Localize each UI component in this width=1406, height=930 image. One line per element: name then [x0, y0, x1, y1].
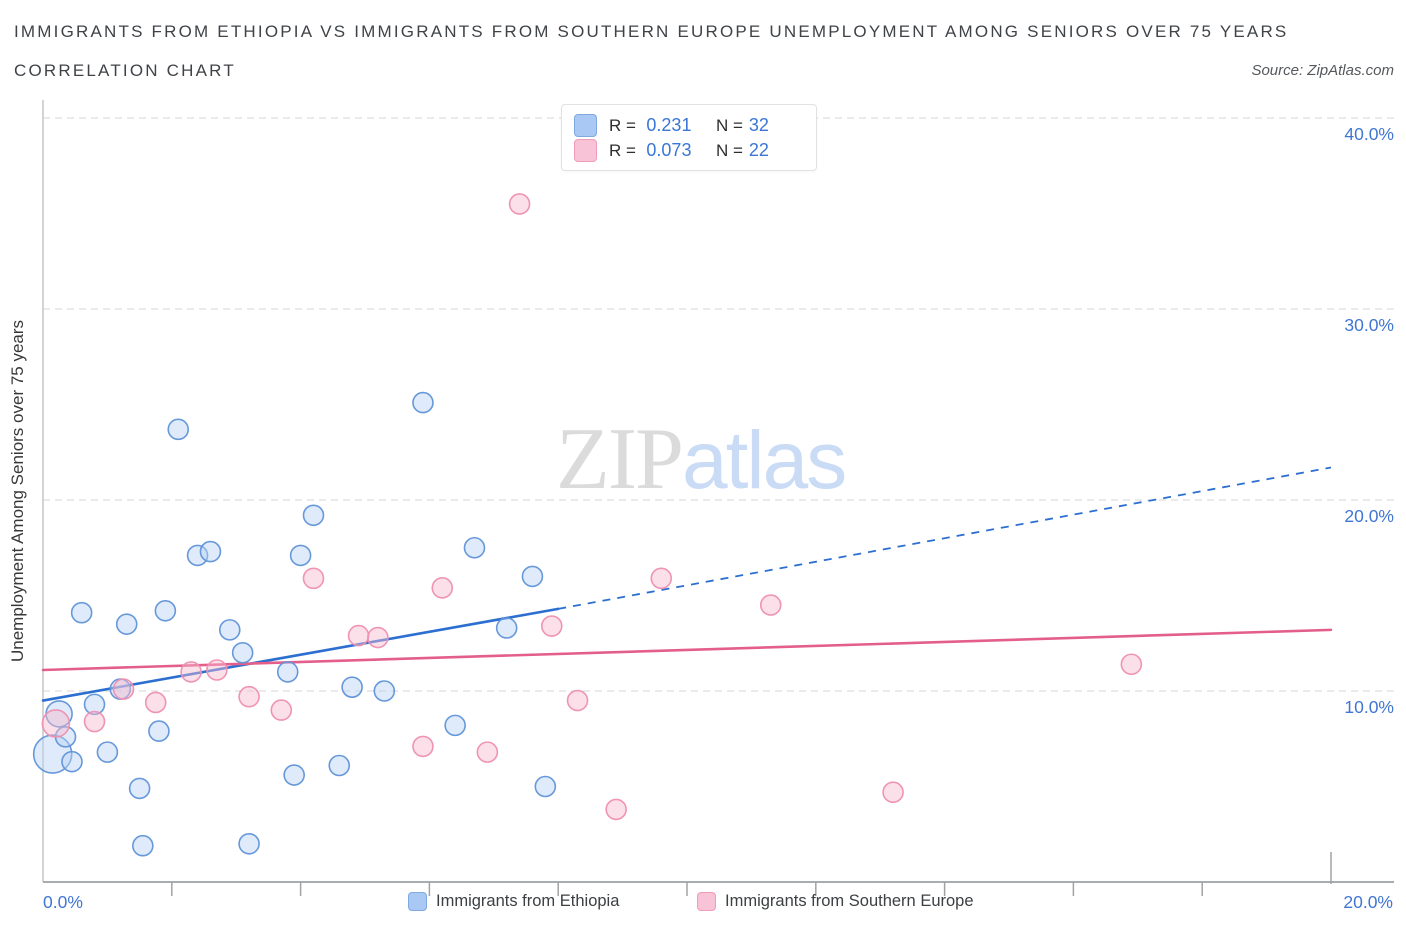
scatter-point-southern-europe — [347, 624, 370, 647]
legend-item-southern-europe: Immigrants from Southern Europe — [697, 892, 974, 911]
r-label: R = — [609, 140, 636, 160]
scatter-point-ethiopia — [495, 617, 518, 639]
y-axis-tick-label: 20.0% — [1344, 506, 1394, 526]
legend-label-ethiopia: Immigrants from Ethiopia — [436, 892, 620, 910]
scatter-point-southern-europe — [759, 594, 782, 616]
scatter-point-ethiopia — [70, 601, 93, 624]
y-axis-tick-label: 10.0% — [1344, 697, 1394, 717]
n-value-southern-europe: 22 — [748, 140, 769, 160]
y-axis-tick-label: 30.0% — [1344, 315, 1394, 335]
scatter-point-southern-europe — [206, 659, 228, 681]
scatter-point-ethiopia — [534, 775, 557, 798]
scatter-point-ethiopia — [231, 641, 254, 664]
scatter-point-southern-europe — [650, 567, 673, 590]
y-axis-tick-label: 40.0% — [1344, 124, 1394, 144]
scatter-point-southern-europe — [270, 699, 293, 721]
scatter-point-southern-europe — [476, 741, 499, 763]
stats-row-southern-europe: R = 0.073 N = 22 — [574, 138, 806, 163]
scatter-point-southern-europe — [238, 685, 260, 708]
correlation-stats-legend: R = 0.231 N = 32 R = 0.073 N = 22 — [561, 104, 817, 171]
scatter-point-southern-europe — [566, 689, 589, 712]
y-axis-title: Unemployment Among Seniors over 75 years — [8, 319, 27, 663]
scatter-point-ethiopia — [373, 680, 396, 702]
scatter-point-southern-europe — [508, 193, 531, 215]
scatter-point-ethiopia — [463, 536, 486, 559]
stats-row-ethiopia: R = 0.231 N = 32 — [574, 113, 806, 138]
scatter-point-southern-europe — [367, 626, 389, 649]
scatter-point-southern-europe — [112, 678, 135, 700]
n-value-ethiopia: 32 — [748, 115, 769, 135]
scatter-point-southern-europe — [882, 781, 904, 804]
scatter-point-southern-europe — [605, 798, 627, 821]
scatter-point-southern-europe — [412, 735, 434, 758]
scatter-point-ethiopia — [96, 741, 119, 763]
scatter-point-southern-europe — [302, 567, 325, 590]
legend-item-ethiopia: Immigrants from Ethiopia — [408, 892, 619, 911]
x-axis-max-label: 20.0% — [1343, 892, 1393, 912]
scatter-point-ethiopia — [328, 754, 351, 777]
page-subtitle: CORRELATION CHART — [14, 61, 236, 80]
scatter-point-ethiopia — [412, 391, 434, 414]
scatter-point-ethiopia — [444, 714, 466, 737]
scatter-point-ethiopia — [289, 544, 312, 567]
scatter-point-ethiopia — [154, 599, 177, 622]
scatter-point-ethiopia — [115, 613, 138, 635]
n-label: N = — [715, 140, 743, 160]
southern-europe-series-swatch — [697, 892, 716, 911]
scatter-point-ethiopia — [132, 834, 154, 857]
scatter-point-ethiopia — [302, 504, 325, 527]
trendline-dashed — [558, 466, 1332, 610]
scatter-point-southern-europe — [431, 577, 454, 599]
source-attribution: Source: ZipAtlas.com — [1251, 62, 1394, 79]
scatter-point-ethiopia — [83, 693, 106, 716]
scatter-point-southern-europe — [83, 710, 106, 733]
scatter-point-southern-europe — [41, 709, 71, 738]
trendline-solid — [41, 628, 1333, 672]
ethiopia-legend-swatch — [574, 114, 597, 137]
scatter-point-ethiopia — [128, 777, 151, 800]
scatter-point-ethiopia — [218, 619, 241, 641]
scatter-point-ethiopia — [61, 750, 83, 773]
southern-europe-legend-swatch — [574, 139, 597, 162]
r-label: R = — [609, 115, 636, 135]
scatter-point-ethiopia — [148, 720, 170, 742]
scatter-point-ethiopia — [186, 544, 209, 567]
r-value-southern-europe: 0.073 — [646, 140, 692, 160]
n-label: N = — [715, 115, 743, 135]
scatter-point-southern-europe — [540, 615, 563, 637]
scatter-point-ethiopia — [283, 764, 305, 786]
scatter-point-southern-europe — [180, 661, 202, 683]
scatter-point-southern-europe — [1120, 653, 1143, 676]
scatter-point-ethiopia — [199, 540, 222, 563]
ethiopia-series-swatch — [408, 892, 427, 911]
scatter-point-ethiopia — [167, 418, 190, 441]
scatter-point-ethiopia — [521, 565, 544, 588]
scatter-point-southern-europe — [144, 691, 167, 714]
x-axis-min-label: 0.0% — [43, 892, 83, 912]
scatter-point-ethiopia — [341, 676, 363, 698]
scatter-point-ethiopia — [276, 661, 299, 683]
r-value-ethiopia: 0.231 — [646, 115, 692, 135]
scatter-point-ethiopia — [238, 832, 260, 855]
legend-label-southern-europe: Immigrants from Southern Europe — [725, 892, 974, 910]
page-title: IMMIGRANTS FROM ETHIOPIA VS IMMIGRANTS F… — [14, 22, 1289, 41]
